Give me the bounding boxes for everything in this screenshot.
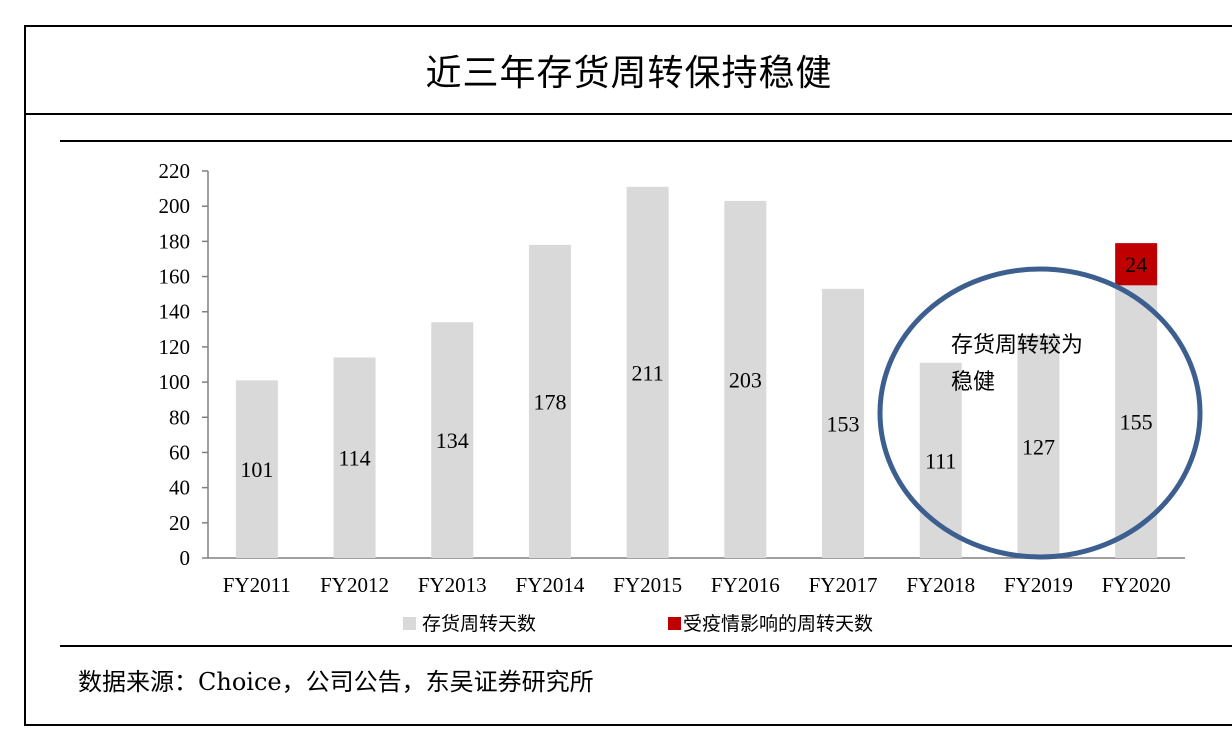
annotation-text-line1: 存货周转较为: [951, 332, 1083, 357]
x-tick-label: FY2013: [418, 573, 487, 597]
x-tick-label: FY2019: [1004, 573, 1073, 597]
bar-value-label: 155: [1120, 410, 1153, 435]
y-tick-label: 20: [169, 511, 190, 535]
y-tick-label: 100: [159, 370, 191, 394]
bar-value-label: 114: [338, 446, 370, 471]
y-tick-label: 200: [159, 194, 191, 218]
bar-value-label: 178: [533, 389, 566, 414]
legend-label-covid: 受疫情影响的周转天数: [683, 613, 873, 635]
bar-base: [333, 357, 376, 558]
annotation-text-line2: 稳健: [951, 369, 995, 394]
y-tick-label: 120: [159, 335, 191, 359]
x-tick-label: FY2014: [516, 573, 585, 597]
bar-value-label: 153: [827, 411, 860, 436]
legend-swatch-covid: [668, 617, 681, 630]
x-tick-label: FY2016: [711, 573, 780, 597]
y-tick-label: 160: [159, 265, 191, 289]
annotation-ellipse: [877, 266, 1203, 560]
bar-value-label: 203: [729, 367, 762, 392]
title-divider: [26, 113, 1232, 115]
bar-value-label: 127: [1022, 434, 1055, 459]
legend-label-inventory: 存货周转天数: [422, 613, 536, 635]
bar-base: [626, 186, 669, 558]
bar-base: [1115, 285, 1158, 558]
figure-frame: [24, 25, 1232, 726]
y-tick-label: 0: [180, 546, 191, 570]
bar-base: [822, 288, 865, 558]
bar-covid-extra: [1115, 243, 1158, 286]
chart-bottom-rule: [60, 645, 1232, 647]
bar-base: [1017, 334, 1060, 558]
y-tick-label: 140: [159, 300, 191, 324]
title-row: 近三年存货周转保持稳健: [26, 27, 1232, 113]
bar-extra-value-label: 24: [1125, 252, 1147, 277]
figure-title: 近三年存货周转保持稳健: [425, 53, 833, 94]
source-note: 数据来源：Choice，公司公告，东吴证券研究所: [78, 668, 594, 696]
bar-value-label: 101: [240, 457, 273, 482]
bar-value-label: 134: [436, 428, 469, 453]
x-tick-label: FY2020: [1102, 573, 1171, 597]
bar-base: [235, 380, 278, 558]
bar-base: [724, 200, 767, 558]
bar-value-label: 111: [925, 448, 956, 473]
bar-value-label: 211: [632, 360, 664, 385]
chart-top-rule: [60, 140, 1232, 142]
y-tick-label: 220: [159, 159, 191, 183]
y-tick-label: 180: [159, 229, 191, 253]
bar-base: [528, 244, 571, 558]
x-tick-label: FY2012: [320, 573, 389, 597]
x-tick-label: FY2011: [223, 573, 291, 597]
x-tick-label: FY2018: [906, 573, 975, 597]
x-tick-label: FY2017: [809, 573, 878, 597]
y-tick-label: 40: [169, 476, 190, 500]
x-tick-label: FY2015: [613, 573, 682, 597]
legend-swatch-inventory: [403, 617, 416, 630]
bar-base: [431, 322, 474, 558]
y-tick-label: 60: [169, 440, 190, 464]
y-tick-label: 80: [169, 405, 190, 429]
